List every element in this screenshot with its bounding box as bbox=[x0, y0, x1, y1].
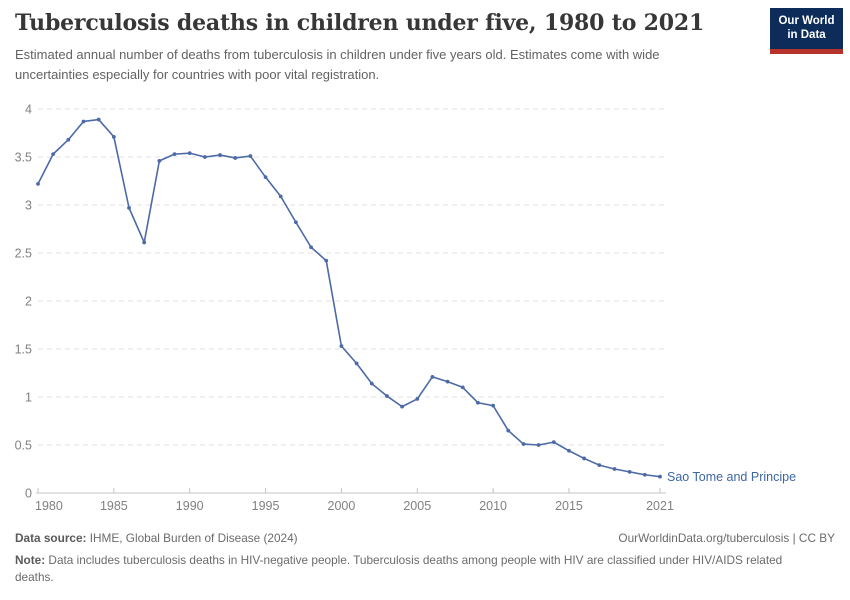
data-point bbox=[582, 456, 587, 461]
x-tick-label: 2021 bbox=[646, 499, 674, 513]
data-point bbox=[521, 442, 526, 446]
data-point bbox=[551, 440, 556, 445]
data-point bbox=[278, 194, 283, 199]
note-text: Data includes tuberculosis deaths in HIV… bbox=[15, 553, 783, 585]
data-source-text: IHME, Global Burden of Disease (2024) bbox=[86, 531, 298, 545]
data-point bbox=[202, 155, 207, 159]
y-tick-label: 2.5 bbox=[15, 246, 32, 260]
data-point bbox=[96, 117, 101, 122]
data-point bbox=[218, 153, 222, 157]
data-point bbox=[142, 240, 147, 245]
data-point bbox=[476, 400, 480, 405]
data-point bbox=[81, 119, 86, 124]
data-point bbox=[324, 258, 329, 263]
data-point bbox=[339, 344, 344, 349]
x-tick-label: 2010 bbox=[479, 499, 507, 513]
x-tick-label: 1985 bbox=[100, 499, 128, 513]
data-point bbox=[597, 463, 602, 468]
x-tick-label: 1995 bbox=[252, 499, 280, 513]
y-tick-label: 3.5 bbox=[15, 150, 32, 164]
data-point bbox=[172, 152, 177, 157]
data-point bbox=[309, 245, 313, 250]
data-point bbox=[642, 472, 647, 477]
data-source: Data source: IHME, Global Burden of Dise… bbox=[15, 531, 298, 545]
data-point bbox=[187, 151, 192, 156]
y-tick-label: 3 bbox=[25, 198, 32, 212]
data-point bbox=[430, 374, 435, 379]
data-point bbox=[627, 469, 632, 474]
data-point bbox=[415, 397, 420, 401]
data-point bbox=[491, 403, 496, 408]
data-point bbox=[612, 467, 617, 471]
x-tick-label: 1980 bbox=[35, 499, 63, 513]
data-point bbox=[127, 205, 131, 210]
note-label: Note: bbox=[15, 553, 46, 567]
page-title: Tuberculosis deaths in children under fi… bbox=[15, 10, 705, 36]
data-point bbox=[51, 152, 56, 157]
y-tick-label: 1 bbox=[25, 390, 32, 404]
data-point bbox=[294, 220, 298, 225]
data-point bbox=[445, 379, 450, 384]
data-point bbox=[248, 154, 253, 158]
x-tick-label: 2005 bbox=[403, 499, 431, 513]
data-point bbox=[400, 404, 404, 409]
data-point bbox=[567, 448, 571, 453]
data-point bbox=[66, 137, 71, 142]
data-point bbox=[354, 361, 359, 366]
y-tick-label: 0.5 bbox=[15, 438, 32, 452]
data-line bbox=[37, 118, 661, 478]
data-point bbox=[111, 134, 116, 139]
owid-logo-line2: in Data bbox=[787, 29, 826, 42]
data-point bbox=[506, 428, 511, 433]
chart-header: Tuberculosis deaths in children under fi… bbox=[15, 10, 765, 84]
data-source-label: Data source: bbox=[15, 531, 87, 545]
line-chart: 0 0.5 1 1.5 2 2.5 3 3.5 4 1980 1985 1990 1995 2000 200… bbox=[15, 102, 796, 513]
license-link[interactable]: OurWorldinData.org/tuberculosis | CC BY bbox=[618, 531, 835, 545]
chart-note: Note: Data includes tuberculosis deaths … bbox=[15, 552, 815, 586]
data-point bbox=[369, 381, 374, 386]
data-point bbox=[36, 181, 40, 186]
y-tick-label: 2 bbox=[25, 294, 32, 308]
chart-footer: Data source: IHME, Global Burden of Dise… bbox=[15, 531, 835, 586]
data-point bbox=[460, 385, 465, 390]
source-row: Data source: IHME, Global Burden of Dise… bbox=[15, 531, 835, 545]
data-point bbox=[385, 394, 389, 398]
data-point bbox=[157, 158, 162, 163]
chart-subtitle: Estimated annual number of deaths from t… bbox=[15, 47, 660, 82]
data-point bbox=[233, 156, 238, 160]
y-tick-label: 0 bbox=[25, 486, 32, 500]
x-tick-label: 1990 bbox=[176, 499, 204, 513]
owid-logo: Our World in Data bbox=[770, 8, 843, 54]
y-tick-label: 4 bbox=[25, 102, 32, 116]
x-tick-label: 2000 bbox=[328, 499, 356, 513]
owid-logo-line1: Our World bbox=[778, 15, 835, 27]
y-tick-label: 1.5 bbox=[15, 342, 32, 356]
data-point bbox=[263, 175, 268, 180]
data-point bbox=[536, 443, 541, 447]
x-tick-label: 2015 bbox=[555, 499, 583, 513]
data-point bbox=[658, 474, 662, 479]
series-label: Sao Tome and Principe bbox=[667, 470, 796, 484]
